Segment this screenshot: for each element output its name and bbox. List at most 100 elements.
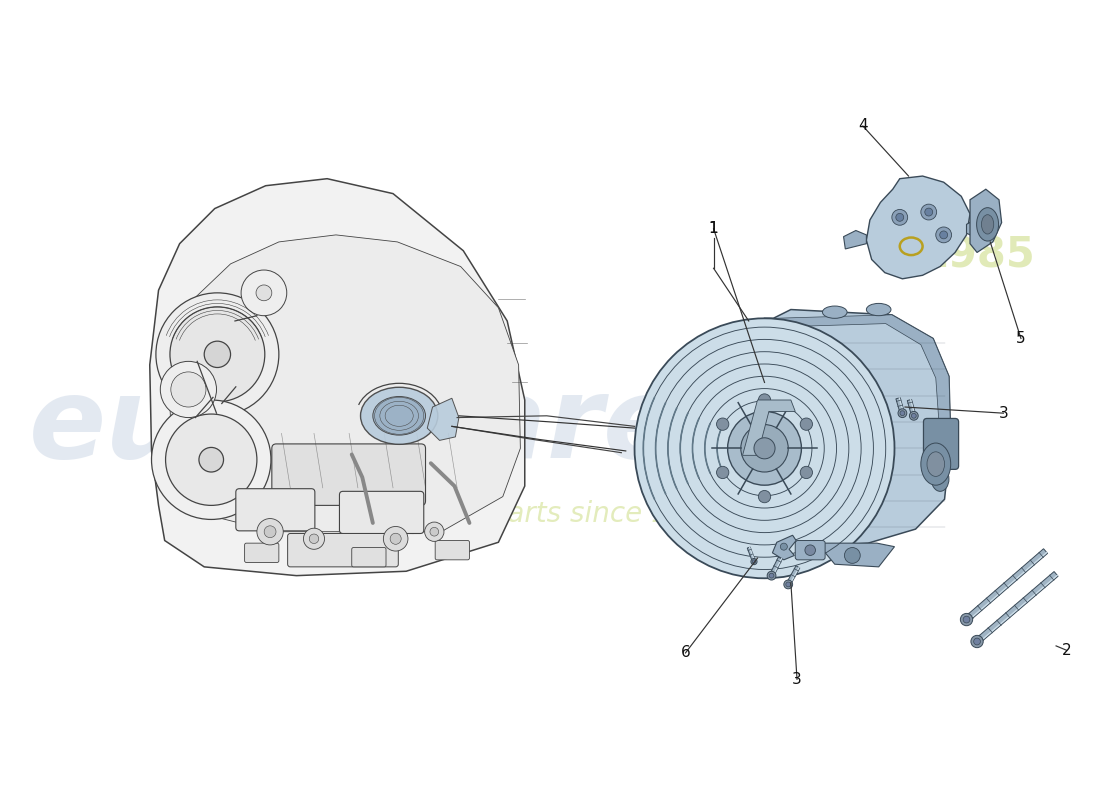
- Polygon shape: [770, 557, 782, 577]
- Circle shape: [921, 204, 936, 220]
- FancyBboxPatch shape: [795, 541, 825, 560]
- Circle shape: [716, 418, 729, 430]
- Polygon shape: [908, 399, 916, 416]
- Text: 2: 2: [1062, 642, 1071, 658]
- Polygon shape: [764, 310, 950, 578]
- Polygon shape: [967, 214, 989, 238]
- Polygon shape: [229, 430, 470, 534]
- Polygon shape: [167, 235, 520, 532]
- Circle shape: [910, 411, 918, 420]
- Text: 1: 1: [708, 222, 718, 236]
- Circle shape: [754, 438, 776, 459]
- Text: 1: 1: [708, 222, 718, 236]
- Polygon shape: [844, 230, 867, 249]
- Circle shape: [912, 414, 916, 418]
- FancyBboxPatch shape: [340, 491, 424, 534]
- Circle shape: [767, 571, 775, 580]
- Circle shape: [785, 582, 791, 587]
- Polygon shape: [965, 549, 1047, 622]
- Circle shape: [751, 558, 757, 565]
- FancyBboxPatch shape: [352, 547, 386, 567]
- FancyBboxPatch shape: [924, 418, 958, 470]
- Circle shape: [166, 414, 257, 506]
- Polygon shape: [895, 398, 904, 414]
- Circle shape: [241, 270, 287, 316]
- Circle shape: [900, 410, 905, 415]
- Circle shape: [170, 307, 265, 402]
- Circle shape: [800, 466, 813, 478]
- Circle shape: [152, 400, 271, 519]
- FancyBboxPatch shape: [436, 541, 470, 560]
- Text: 5: 5: [1016, 331, 1026, 346]
- Circle shape: [156, 293, 279, 416]
- FancyBboxPatch shape: [272, 444, 426, 506]
- Circle shape: [304, 528, 324, 550]
- Ellipse shape: [823, 306, 847, 318]
- Polygon shape: [773, 315, 950, 439]
- Circle shape: [257, 518, 283, 545]
- Polygon shape: [742, 400, 795, 455]
- Circle shape: [974, 638, 980, 645]
- Circle shape: [964, 616, 970, 623]
- Text: 1985: 1985: [920, 234, 1035, 276]
- Circle shape: [971, 635, 983, 648]
- Circle shape: [390, 534, 402, 544]
- Circle shape: [635, 318, 894, 578]
- Polygon shape: [772, 535, 796, 560]
- Circle shape: [264, 526, 276, 538]
- Text: eurospares: eurospares: [29, 371, 749, 482]
- Ellipse shape: [361, 387, 438, 444]
- Circle shape: [425, 522, 444, 542]
- Text: 3: 3: [792, 672, 802, 686]
- Circle shape: [256, 285, 272, 301]
- Circle shape: [769, 574, 774, 578]
- Circle shape: [805, 545, 815, 555]
- Polygon shape: [970, 190, 1002, 253]
- Ellipse shape: [867, 303, 891, 316]
- FancyBboxPatch shape: [235, 489, 315, 531]
- Circle shape: [740, 425, 789, 472]
- Circle shape: [960, 614, 972, 626]
- Polygon shape: [427, 398, 459, 440]
- Polygon shape: [817, 543, 894, 567]
- Circle shape: [384, 526, 408, 551]
- Circle shape: [309, 534, 319, 543]
- Circle shape: [752, 560, 756, 563]
- Circle shape: [727, 411, 802, 485]
- Ellipse shape: [921, 443, 950, 485]
- FancyBboxPatch shape: [287, 534, 398, 567]
- Circle shape: [716, 466, 729, 478]
- Circle shape: [925, 208, 933, 216]
- Circle shape: [170, 372, 206, 407]
- Polygon shape: [786, 566, 800, 586]
- Circle shape: [205, 341, 231, 367]
- Circle shape: [895, 214, 904, 222]
- Circle shape: [845, 547, 860, 563]
- Circle shape: [939, 231, 947, 239]
- Polygon shape: [975, 571, 1058, 644]
- Text: 3: 3: [999, 406, 1009, 421]
- Circle shape: [430, 527, 439, 536]
- Circle shape: [199, 447, 223, 472]
- Ellipse shape: [373, 397, 426, 435]
- Circle shape: [898, 409, 906, 418]
- Circle shape: [936, 227, 952, 242]
- Circle shape: [161, 362, 217, 418]
- Polygon shape: [150, 178, 525, 576]
- Ellipse shape: [927, 452, 945, 477]
- Polygon shape: [747, 547, 756, 562]
- Ellipse shape: [932, 466, 949, 491]
- Polygon shape: [867, 176, 970, 279]
- FancyBboxPatch shape: [244, 543, 279, 562]
- Circle shape: [892, 210, 907, 226]
- Text: 4: 4: [858, 118, 868, 134]
- Ellipse shape: [977, 208, 999, 241]
- Circle shape: [784, 580, 793, 589]
- Text: a passion for parts since 1985: a passion for parts since 1985: [301, 500, 722, 528]
- Ellipse shape: [981, 214, 993, 234]
- Circle shape: [780, 543, 788, 550]
- Text: 6: 6: [681, 646, 691, 661]
- Circle shape: [800, 418, 813, 430]
- Circle shape: [758, 394, 771, 406]
- Circle shape: [758, 490, 771, 502]
